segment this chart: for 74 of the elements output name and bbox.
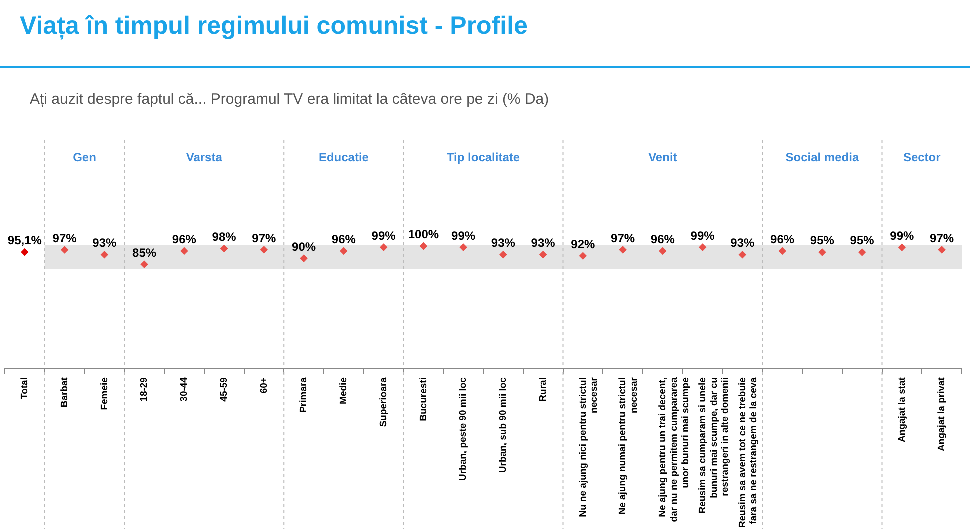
data-label: 97% bbox=[52, 231, 78, 246]
point bbox=[61, 246, 69, 254]
data-label: 97% bbox=[930, 231, 954, 246]
data-label: 93% bbox=[730, 236, 756, 250]
x-tick-label: Total bbox=[20, 378, 31, 400]
x-tick-label: Nu ne ajung nici pentru strictul necesar bbox=[578, 377, 600, 518]
data-label: 100% bbox=[408, 228, 440, 242]
data-label: 90% bbox=[292, 240, 316, 254]
chart-subtitle: Ați auzit despre faptul că... Programul TV era limitat la câteva ore pe zi (% Da) bbox=[30, 91, 550, 108]
data-label: 99% bbox=[690, 228, 716, 243]
point bbox=[619, 246, 627, 254]
point bbox=[180, 248, 188, 255]
x-tick-label: Superioara bbox=[378, 376, 390, 428]
point bbox=[738, 251, 746, 259]
data-label: 97% bbox=[252, 231, 277, 246]
x-tick-label: Angajat la stat bbox=[896, 376, 908, 442]
annotation: Sector bbox=[903, 150, 942, 164]
annotation: Social media bbox=[786, 150, 860, 164]
annotation: Venit bbox=[648, 150, 678, 164]
data-label: 85% bbox=[132, 246, 157, 260]
data-label: 95% bbox=[810, 234, 835, 248]
annotation: Varsta bbox=[186, 150, 223, 164]
data-label: 99% bbox=[372, 228, 396, 243]
point bbox=[540, 251, 548, 259]
point bbox=[778, 248, 786, 255]
point bbox=[340, 248, 348, 255]
data-label: 96% bbox=[770, 232, 795, 247]
annotation: Gen bbox=[73, 150, 96, 164]
point bbox=[140, 260, 148, 268]
data-label: 96% bbox=[172, 232, 197, 247]
data-label: 97% bbox=[611, 231, 636, 246]
data-label: 96% bbox=[332, 232, 356, 247]
point bbox=[858, 248, 866, 256]
x-tick-label: Angajat la privat bbox=[936, 376, 948, 452]
point bbox=[699, 244, 707, 252]
data-label: 95% bbox=[850, 234, 875, 248]
x-tick-label: 18-29 bbox=[139, 378, 150, 402]
x-tick-label: 45-59 bbox=[218, 378, 230, 402]
point bbox=[460, 244, 468, 252]
point bbox=[500, 251, 508, 259]
x-tick-label: Rural bbox=[538, 378, 549, 402]
chart-title: Viața în timpul regimului comunist - Profile bbox=[20, 12, 528, 41]
point bbox=[420, 242, 428, 250]
data-label: 99% bbox=[890, 228, 915, 243]
point bbox=[579, 252, 587, 260]
point bbox=[898, 244, 906, 252]
point bbox=[300, 254, 308, 262]
data-label: 93% bbox=[491, 236, 516, 250]
data-label: 95,1% bbox=[8, 234, 42, 248]
point bbox=[260, 246, 268, 254]
x-tick-label: Urban, sub 90 mii loc bbox=[498, 378, 510, 474]
point bbox=[21, 248, 29, 256]
x-tick-label: Femeie bbox=[99, 378, 110, 410]
data-label: 92% bbox=[571, 237, 596, 252]
point bbox=[938, 246, 946, 254]
point bbox=[659, 248, 667, 255]
data-label: 93% bbox=[531, 236, 556, 250]
x-tick-label: Medie bbox=[338, 378, 350, 404]
point bbox=[818, 248, 826, 256]
annotation: Educatie bbox=[318, 150, 370, 164]
data-label: 93% bbox=[92, 236, 118, 250]
x-tick-label: 60+ bbox=[258, 377, 270, 394]
data-label: 98% bbox=[212, 230, 237, 244]
data-label: 96% bbox=[650, 232, 676, 247]
data-label: 99% bbox=[452, 228, 476, 243]
point bbox=[380, 244, 388, 252]
x-tick-label: Primara bbox=[298, 376, 310, 413]
point bbox=[220, 245, 228, 252]
x-tick-label: Barbat bbox=[59, 376, 70, 408]
x-tick-label: Urban, peste 90 mii loc bbox=[458, 378, 470, 482]
annotation: Tip localitate bbox=[446, 150, 520, 164]
x-tick-label: 30-44 bbox=[179, 376, 190, 402]
point bbox=[100, 251, 108, 259]
x-tick-label: Bucuresti bbox=[418, 378, 430, 422]
